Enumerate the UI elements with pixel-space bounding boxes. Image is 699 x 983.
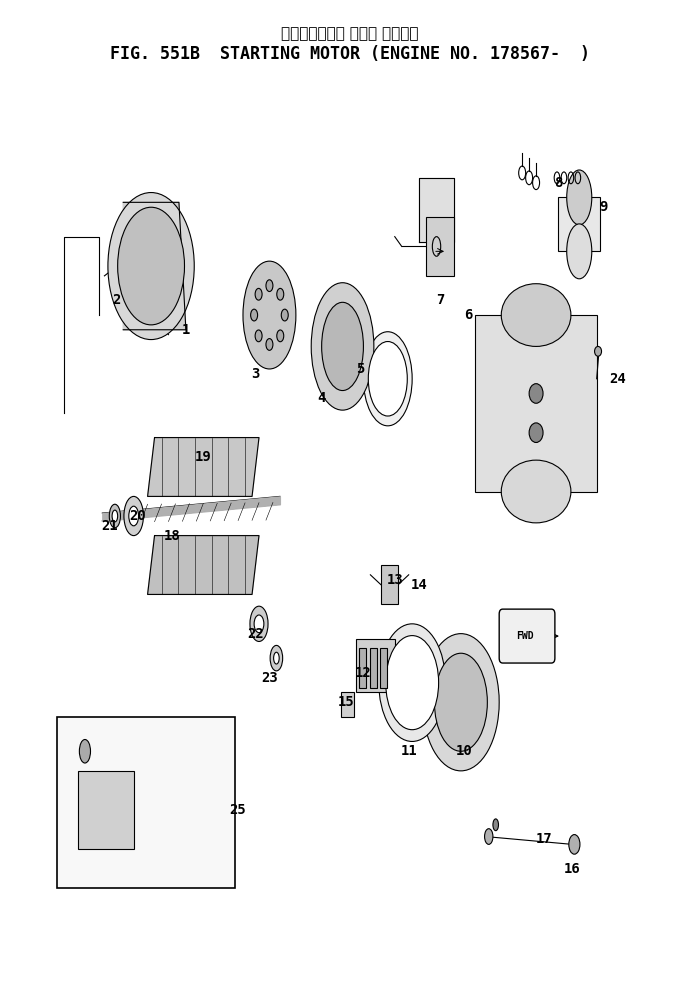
Bar: [57, 717, 235, 889]
Text: 25: 25: [230, 803, 247, 817]
Ellipse shape: [379, 624, 445, 741]
Text: 20: 20: [129, 509, 145, 523]
Ellipse shape: [277, 288, 284, 300]
Text: 22: 22: [247, 626, 264, 641]
Text: 9: 9: [600, 201, 608, 214]
Ellipse shape: [595, 346, 602, 356]
Ellipse shape: [112, 510, 117, 522]
Text: 14: 14: [411, 578, 428, 592]
Text: 10: 10: [456, 744, 473, 758]
Polygon shape: [147, 536, 259, 595]
Text: 6: 6: [463, 308, 472, 322]
FancyBboxPatch shape: [499, 609, 555, 664]
Ellipse shape: [567, 224, 592, 279]
Bar: [370, 649, 377, 687]
Ellipse shape: [423, 634, 499, 771]
Text: 21: 21: [101, 519, 117, 533]
Ellipse shape: [243, 261, 296, 369]
Bar: [380, 649, 387, 687]
Text: 16: 16: [564, 862, 581, 876]
Ellipse shape: [501, 460, 571, 523]
Polygon shape: [147, 437, 259, 496]
Ellipse shape: [484, 829, 493, 844]
Ellipse shape: [322, 303, 363, 390]
Ellipse shape: [493, 819, 498, 831]
Text: 17: 17: [536, 833, 553, 846]
Ellipse shape: [251, 310, 258, 320]
Ellipse shape: [501, 284, 571, 346]
Bar: [78, 771, 134, 849]
Ellipse shape: [270, 646, 282, 670]
Text: スターティング モータ 適用号機: スターティング モータ 適用号機: [281, 26, 418, 41]
Ellipse shape: [363, 331, 412, 426]
Text: 23: 23: [261, 670, 278, 685]
Ellipse shape: [386, 636, 438, 729]
Text: 1: 1: [182, 322, 190, 337]
Ellipse shape: [109, 504, 120, 528]
Bar: [356, 639, 395, 692]
Ellipse shape: [529, 423, 543, 442]
Text: 4: 4: [317, 391, 326, 405]
Text: 2: 2: [112, 293, 120, 308]
Text: 13: 13: [387, 573, 403, 587]
Bar: [475, 316, 597, 492]
Text: 15: 15: [338, 695, 354, 710]
Polygon shape: [123, 202, 186, 329]
Ellipse shape: [567, 170, 592, 225]
Ellipse shape: [250, 607, 268, 642]
Bar: [359, 649, 366, 687]
Text: 7: 7: [435, 293, 444, 308]
Bar: [559, 198, 600, 252]
Text: 24: 24: [609, 372, 626, 385]
Ellipse shape: [311, 283, 374, 410]
Text: 11: 11: [401, 744, 417, 758]
Text: FIG. 551B  STARTING MOTOR (ENGINE NO. 178567-  ): FIG. 551B STARTING MOTOR (ENGINE NO. 178…: [110, 45, 589, 64]
Ellipse shape: [108, 193, 194, 339]
Text: 18: 18: [164, 529, 180, 543]
Text: 8: 8: [554, 176, 563, 190]
Ellipse shape: [254, 615, 264, 633]
Ellipse shape: [569, 835, 580, 854]
Text: FWD: FWD: [516, 631, 533, 641]
Bar: [381, 565, 398, 605]
Ellipse shape: [277, 330, 284, 342]
Ellipse shape: [273, 653, 279, 665]
Polygon shape: [419, 178, 454, 242]
Text: 5: 5: [356, 362, 364, 376]
Ellipse shape: [529, 383, 543, 403]
Bar: [426, 217, 454, 276]
Ellipse shape: [266, 280, 273, 292]
Bar: [341, 692, 354, 717]
Ellipse shape: [124, 496, 143, 536]
Text: 12: 12: [355, 665, 372, 680]
Text: 3: 3: [252, 367, 260, 380]
Ellipse shape: [368, 341, 408, 416]
Ellipse shape: [255, 288, 262, 300]
Ellipse shape: [435, 654, 487, 751]
Ellipse shape: [80, 739, 90, 763]
Ellipse shape: [129, 506, 138, 526]
Text: 19: 19: [195, 450, 212, 464]
Ellipse shape: [266, 338, 273, 350]
Ellipse shape: [281, 310, 288, 320]
Ellipse shape: [117, 207, 185, 324]
Ellipse shape: [255, 330, 262, 342]
